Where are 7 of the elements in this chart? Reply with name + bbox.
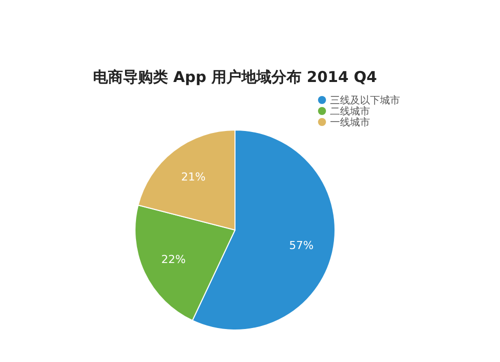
chart-title: 电商导购类 App 用户地域分布 2014 Q4: [93, 68, 377, 86]
data-label: 57%: [289, 238, 314, 252]
legend-label: 二线城市: [330, 106, 370, 118]
legend-label: 一线城市: [330, 116, 370, 128]
data-label: 21%: [181, 170, 206, 184]
legend-label: 三线及以下城市: [330, 94, 400, 106]
data-label: 22%: [161, 252, 186, 266]
